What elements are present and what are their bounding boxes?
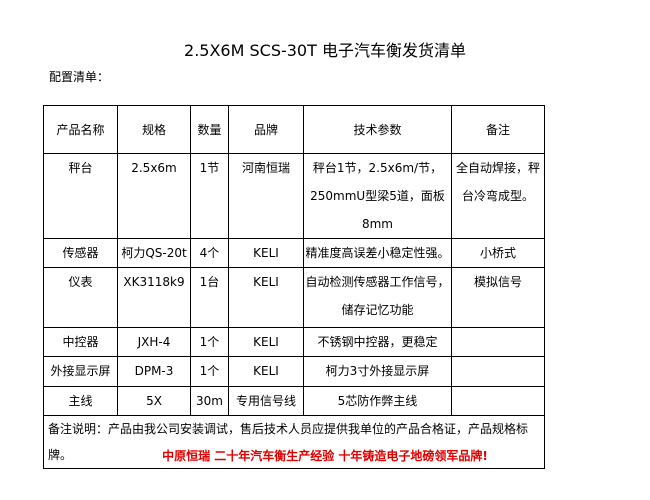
quantity-cell: 30m bbox=[190, 386, 229, 416]
table-row: 外接显示屏 DPM-3 1个 KELI 柯力3寸外接显示屏 bbox=[43, 356, 545, 387]
product-name-cell: 传感器 bbox=[43, 238, 118, 268]
table-row: 秤台 2.5x6m 1节 河南恒瑞 秤台1节，2.5x6m/节， 250mmU型梁5道，面… bbox=[43, 153, 545, 239]
remark-cell bbox=[451, 327, 545, 357]
tech-params-cell-line: 不锈钢中控器，更稳定 bbox=[317, 335, 438, 349]
product-name-cell: 外接显示屏 bbox=[43, 356, 118, 387]
product-name-cell: 仪表 bbox=[43, 267, 118, 328]
remark-cell-line: 小桥式 bbox=[479, 246, 516, 260]
remark-cell: 小桥式 bbox=[451, 238, 545, 268]
remark-cell-line: 模拟信号 bbox=[473, 275, 522, 289]
tech-params-cell: 5芯防作弊主线 bbox=[303, 386, 452, 416]
tech-params-cell-line: 250mmU型梁5道，面板8mm bbox=[310, 189, 445, 231]
tech-params-cell-line: 秤台1节，2.5x6m/节， bbox=[312, 161, 443, 175]
tech-params-cell-line: 5芯防作弊主线 bbox=[337, 394, 418, 408]
remark-cell bbox=[451, 356, 545, 387]
tech-params-cell: 柯力3寸外接显示屏 bbox=[303, 356, 452, 387]
remark-cell bbox=[451, 386, 545, 416]
remark-cell: 全自动焊接，秤 台冷弯成型。 bbox=[451, 153, 545, 239]
product-name-cell: 中控器 bbox=[43, 327, 118, 357]
note-text: 备注说明：产品由我公司安装调试，售后技术人员应提供我单位的产品合格证，产品规格标… bbox=[43, 415, 545, 469]
tech-params-cell-line: 精准度高误差小稳定性强。 bbox=[305, 246, 450, 260]
spec-cell: DPM-3 bbox=[117, 356, 191, 387]
table-row: 主线 5X 30m 专用信号线 5芯防作弊主线 bbox=[43, 386, 545, 416]
page-title: 2.5X6M SCS-30T 电子汽车衡发货清单 bbox=[184, 41, 466, 60]
product-name-cell: 秤台 bbox=[43, 153, 118, 239]
brand-cell: KELI bbox=[228, 267, 304, 328]
quantity-cell: 1个 bbox=[190, 327, 229, 357]
brand-cell: 专用信号线 bbox=[228, 386, 304, 416]
tech-params-cell-line: 柯力3寸外接显示屏 bbox=[325, 364, 430, 378]
brand-cell: KELI bbox=[228, 327, 304, 357]
spec-cell: XK3118k9 bbox=[117, 267, 191, 328]
spec-cell: 柯力QS-20t bbox=[117, 238, 191, 268]
spec-cell: 2.5x6m bbox=[117, 153, 191, 239]
brand-cell: KELI bbox=[228, 356, 304, 387]
tech-params-cell: 自动检测传感器工作信号， 储存记忆功能 bbox=[303, 267, 452, 328]
header-cell: 技术参数 bbox=[303, 105, 452, 154]
table-row: 传感器 柯力QS-20t 4个 KELI 精准度高误差小稳定性强。 小桥式 bbox=[43, 238, 545, 268]
table-row: 中控器 JXH-4 1个 KELI 不锈钢中控器，更稳定 bbox=[43, 327, 545, 357]
spec-cell: JXH-4 bbox=[117, 327, 191, 357]
brand-cell: 河南恒瑞 bbox=[228, 153, 304, 239]
quantity-cell: 1台 bbox=[190, 267, 229, 328]
slogan: 中原恒瑞 二十年汽车衡生产经验 十年铸造电子地磅领军品牌! bbox=[162, 449, 488, 463]
quantity-cell: 1个 bbox=[190, 356, 229, 387]
tech-params-cell-line: 自动检测传感器工作信号， bbox=[305, 275, 450, 289]
header-cell: 产品名称 bbox=[43, 105, 118, 154]
brand-cell: KELI bbox=[228, 238, 304, 268]
header-cell: 备注 bbox=[451, 105, 545, 154]
tech-params-cell: 不锈钢中控器，更稳定 bbox=[303, 327, 452, 357]
header-cell: 规格 bbox=[117, 105, 191, 154]
note-row: 备注说明：产品由我公司安装调试，售后技术人员应提供我单位的产品合格证，产品规格标… bbox=[43, 415, 545, 469]
remark-cell: 模拟信号 bbox=[451, 267, 545, 328]
quantity-cell: 4个 bbox=[190, 238, 229, 268]
tech-params-cell: 秤台1节，2.5x6m/节， 250mmU型梁5道，面板8mm bbox=[303, 153, 452, 239]
header-cell: 数量 bbox=[190, 105, 229, 154]
config-list-label: 配置清单： bbox=[49, 70, 110, 84]
table-row: 仪表 XK3118k9 1台 KELI 自动检测传感器工作信号， 储存记忆功能 模拟信号 bbox=[43, 267, 545, 328]
tech-params-cell-line: 储存记忆功能 bbox=[341, 303, 414, 317]
table-header-row: 产品名称 规格 数量 品牌 技术参数 备注 bbox=[43, 105, 545, 154]
tech-params-cell: 精准度高误差小稳定性强。 bbox=[303, 238, 452, 268]
quantity-cell: 1节 bbox=[190, 153, 229, 239]
shipping-list-table: 产品名称 规格 数量 品牌 技术参数 备注 秤台 2.5x6m 1节 河南恒瑞 秤台1节… bbox=[43, 105, 545, 469]
spec-cell: 5X bbox=[117, 386, 191, 416]
remark-cell-line: 台冷弯成型。 bbox=[461, 189, 534, 203]
product-name-cell: 主线 bbox=[43, 386, 118, 416]
header-cell: 品牌 bbox=[228, 105, 304, 154]
remark-cell-line: 全自动焊接，秤 bbox=[455, 161, 540, 175]
